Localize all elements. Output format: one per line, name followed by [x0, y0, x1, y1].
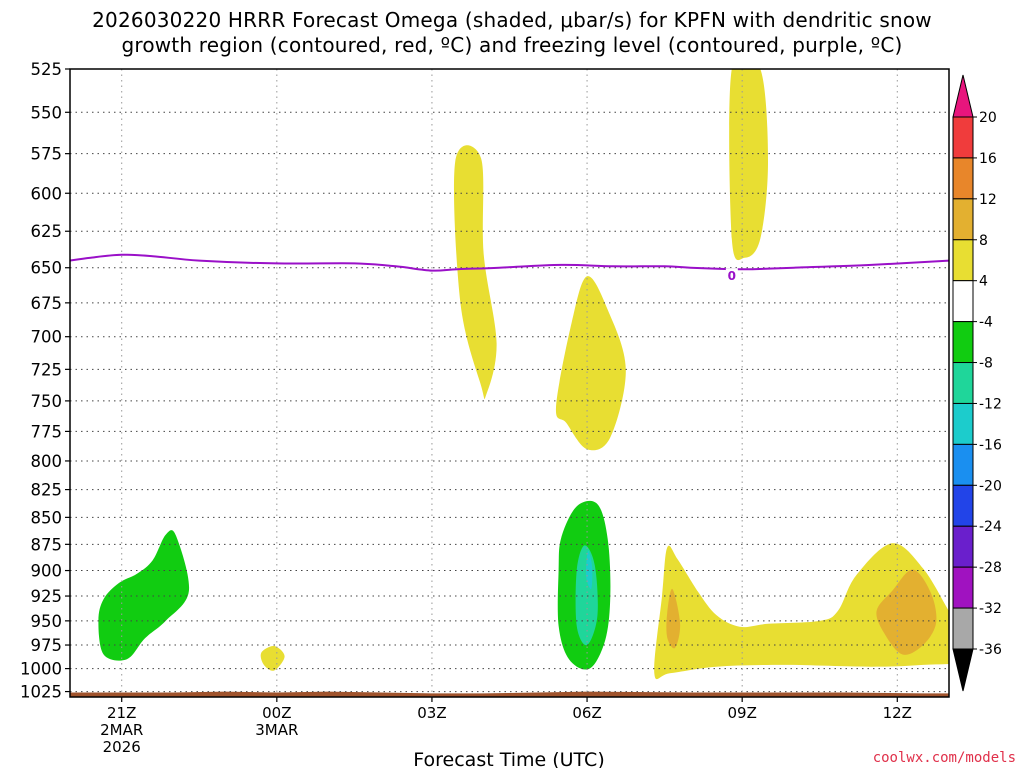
colorbar-bin-5	[952, 280, 974, 323]
watermark-text: coolwx.com/models	[872, 750, 1016, 766]
grid-layer	[70, 69, 949, 697]
chart-title-line1: 2026030220 HRRR Forecast Omega (shaded, …	[92, 8, 932, 32]
colorbar-bin-9	[952, 443, 974, 486]
colorbar-label-1: 16	[979, 151, 997, 167]
omega-region-1	[260, 645, 285, 671]
y-tick-label-900: 900	[31, 562, 63, 581]
x-tick-sublabel-21Z-0: 2MAR	[100, 721, 143, 739]
y-tick-label-750: 750	[31, 392, 63, 411]
colorbar-bin-10	[952, 484, 974, 527]
y-tick-label-800: 800	[31, 452, 63, 471]
omega-region-3	[729, 69, 768, 260]
chart-title-line2: growth region (contoured, red, ºC) and f…	[121, 33, 903, 57]
colorbar-label-3: 8	[979, 233, 988, 249]
x-tick-label-21Z: 21Z	[107, 704, 136, 722]
y-tick-label-675: 675	[31, 294, 63, 313]
colorbar-top-arrow	[952, 74, 974, 118]
y-tick-label-550: 550	[31, 103, 63, 122]
colorbar-label-0: 20	[979, 110, 997, 126]
y-tick-label-1000: 1000	[20, 660, 62, 679]
y-tick-label-725: 725	[31, 360, 63, 379]
colorbar-label-10: -24	[979, 519, 1002, 535]
colorbar: 20 16 12 8 4 -4 -8 -12 -16 -20 -24 -28 -32 -36	[952, 74, 1002, 692]
colorbar-bin-1	[952, 116, 974, 159]
terrain-fill	[70, 691, 949, 697]
omega-shading-layer	[98, 69, 949, 680]
colorbar-bin-13	[952, 607, 974, 650]
freezing-level-line	[69, 253, 950, 272]
omega-region-10	[585, 550, 593, 590]
plot-frame	[69, 68, 950, 698]
freezing-level-layer: 0	[69, 253, 950, 283]
colorbar-bin-7	[952, 362, 974, 404]
omega-region-6	[666, 588, 681, 649]
x-axis-title: Forecast Time (UTC)	[413, 749, 604, 768]
y-tick-label-825: 825	[31, 481, 63, 500]
y-tick-label-975: 975	[31, 636, 63, 655]
colorbar-label-8: -16	[979, 437, 1002, 453]
y-tick-label-600: 600	[31, 184, 63, 203]
freezing-level-label-bg	[725, 268, 738, 283]
x-tick-label-03Z: 03Z	[417, 704, 446, 722]
y-tick-label-1025: 1025	[20, 683, 62, 702]
axes-layer: 525 550 575 600 625 650 675 700 725 750 775 800 825 8…	[20, 60, 950, 756]
colorbar-bin-6	[952, 321, 974, 364]
colorbar-label-11: -28	[979, 560, 1002, 576]
omega-region-2	[453, 145, 497, 400]
omega-region-0	[98, 530, 190, 661]
colorbar-label-7: -12	[979, 396, 1002, 412]
x-tick-label-09Z: 09Z	[727, 704, 756, 722]
x-tick-label-06Z: 06Z	[572, 704, 601, 722]
freezing-level-label: 0	[728, 269, 736, 283]
chart-title: 2026030220 HRRR Forecast Omega (shaded, …	[0, 8, 1024, 58]
y-tick-label-850: 850	[31, 508, 63, 527]
colorbar-bin-12	[952, 566, 974, 609]
y-tick-label-950: 950	[31, 612, 63, 631]
omega-region-7	[876, 569, 937, 655]
colorbar-bin-2	[952, 157, 974, 200]
y-tick-label-625: 625	[31, 222, 63, 241]
omega-region-5	[654, 543, 949, 680]
colorbar-bottom-arrow	[952, 648, 974, 692]
colorbar-label-9: -20	[979, 478, 1002, 494]
colorbar-bin-4	[952, 239, 974, 282]
colorbar-label-6: -8	[979, 356, 993, 372]
y-tick-label-775: 775	[31, 422, 63, 441]
x-tick-label-00Z: 00Z	[262, 704, 291, 722]
colorbar-label-5: -4	[979, 315, 993, 331]
y-tick-label-650: 650	[31, 259, 63, 278]
y-tick-label-925: 925	[31, 587, 63, 606]
omega-region-4	[555, 276, 626, 451]
y-tick-label-575: 575	[31, 145, 63, 164]
terrain-layer	[70, 691, 949, 697]
colorbar-label-4: 4	[979, 274, 988, 290]
y-tick-label-875: 875	[31, 535, 63, 554]
colorbar-label-12: -32	[979, 601, 1002, 617]
colorbar-bin-11	[952, 525, 974, 568]
x-tick-sublabel-00Z-0: 3MAR	[255, 721, 298, 739]
x-tick-sublabel-21Z-1: 2026	[103, 738, 141, 756]
colorbar-bin-3	[952, 198, 974, 241]
colorbar-label-2: 12	[979, 192, 997, 208]
colorbar-bin-8	[952, 402, 974, 445]
x-tick-label-12Z: 12Z	[883, 704, 912, 722]
colorbar-label-13: -36	[979, 642, 1002, 658]
y-tick-label-525: 525	[31, 60, 63, 79]
y-tick-label-700: 700	[31, 328, 63, 347]
